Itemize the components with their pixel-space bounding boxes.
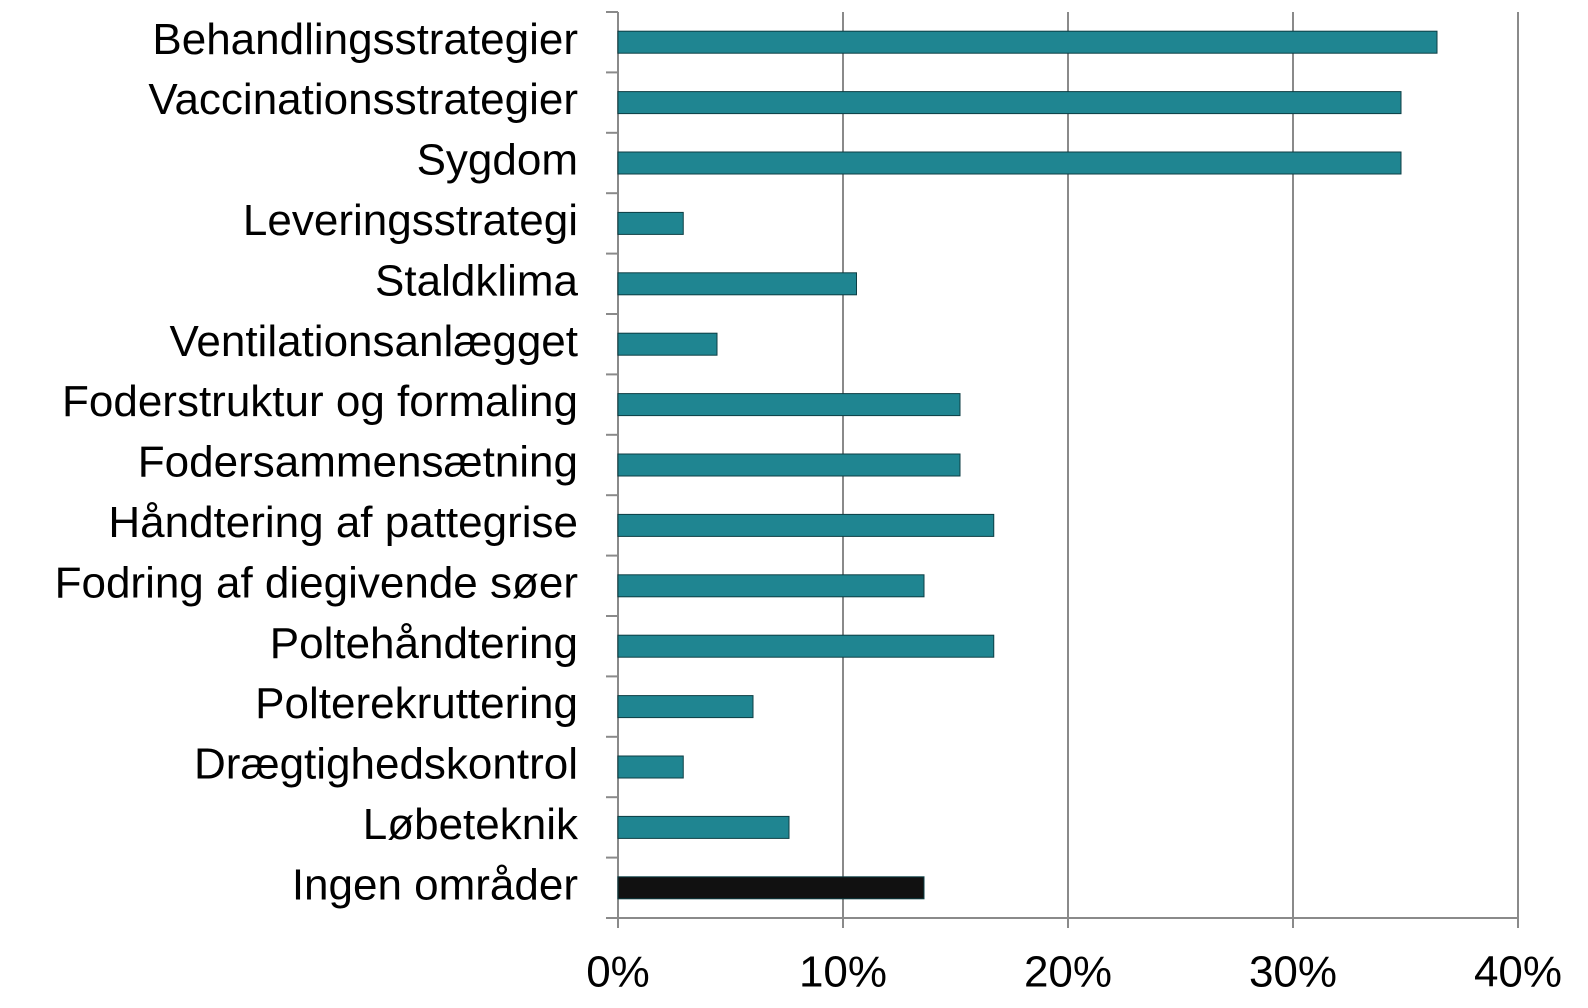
bar xyxy=(617,876,925,900)
x-tick-label: 30% xyxy=(1249,948,1337,997)
x-tick-label: 40% xyxy=(1474,948,1562,997)
y-tick-label: Fodring af diegivende søer xyxy=(55,558,578,607)
y-tick-label: Fodersammensætning xyxy=(138,438,578,487)
bar xyxy=(617,513,995,537)
bar xyxy=(617,151,1402,175)
bar xyxy=(617,30,1438,54)
y-tick-label: Ingen områder xyxy=(292,860,578,909)
y-tick-label: Vaccinationsstrategier xyxy=(148,75,578,124)
x-tick-label: 0% xyxy=(586,948,650,997)
y-tick-label: Løbeteknik xyxy=(363,800,579,849)
y-tick-label: Leveringsstrategi xyxy=(243,196,578,245)
y-tick-label: Sygdom xyxy=(417,136,578,185)
bar xyxy=(617,272,857,296)
bar xyxy=(617,755,684,779)
y-tick-label: Håndtering af pattegrise xyxy=(108,498,578,547)
bar xyxy=(617,574,925,598)
bar xyxy=(617,211,684,235)
x-tick-label: 10% xyxy=(799,948,887,997)
x-tick-label: 20% xyxy=(1024,948,1112,997)
y-tick-label: Foderstruktur og formaling xyxy=(62,377,578,426)
bar xyxy=(617,91,1402,115)
bar xyxy=(617,453,961,477)
y-tick-label: Staldklima xyxy=(375,256,578,305)
bar xyxy=(617,332,718,356)
y-tick-label: Behandlingsstrategier xyxy=(152,15,578,64)
bar xyxy=(617,815,790,839)
bar xyxy=(617,393,961,417)
y-tick-label: Polterekruttering xyxy=(255,679,578,728)
bar xyxy=(617,634,995,658)
y-tick-label: Ventilationsanlægget xyxy=(169,317,578,366)
y-tick-label: Drægtighedskontrol xyxy=(194,740,578,789)
y-tick-label: Poltehåndtering xyxy=(270,619,578,668)
bar xyxy=(617,695,754,719)
